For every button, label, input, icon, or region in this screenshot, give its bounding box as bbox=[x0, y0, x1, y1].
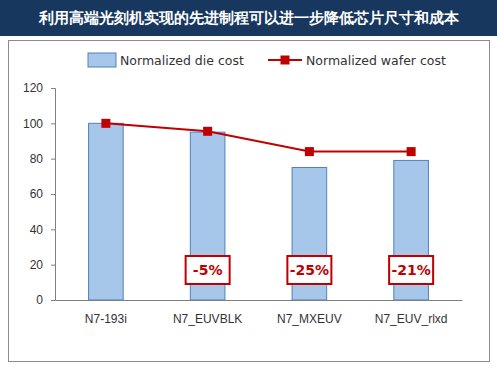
x-tick-label: N7_EUVBLK bbox=[173, 312, 242, 326]
x-tick: N7_EUV_rlxd bbox=[375, 300, 448, 326]
y-tick: 100 bbox=[23, 117, 55, 131]
marker bbox=[305, 147, 314, 156]
y-tick-mark bbox=[51, 229, 55, 230]
annotation-box bbox=[186, 256, 230, 284]
legend-swatch bbox=[88, 53, 116, 67]
y-tick-mark bbox=[51, 88, 55, 89]
title-bar bbox=[0, 0, 497, 36]
y-tick-label: 100 bbox=[23, 117, 43, 131]
x-axis: N7-193i N7_EUVBLK N7_MXEUV N7_EUV_rlxd bbox=[56, 300, 463, 326]
marker bbox=[203, 127, 212, 136]
y-tick: 60 bbox=[30, 187, 55, 201]
y-tick-label: 40 bbox=[30, 223, 44, 237]
x-tick: N7_EUVBLK bbox=[173, 300, 242, 326]
y-axis: 0 20 40 60 80 100 120 bbox=[23, 81, 56, 307]
y-tick-label: 0 bbox=[36, 293, 43, 307]
x-tick: N7_MXEUV bbox=[277, 300, 342, 326]
annotation-box bbox=[287, 256, 331, 284]
y-tick: 40 bbox=[30, 223, 55, 237]
marker bbox=[101, 119, 110, 128]
marker bbox=[407, 147, 416, 156]
y-tick-label: 60 bbox=[30, 187, 44, 201]
legend-label: Normalized wafer cost bbox=[306, 53, 446, 68]
annotation-box bbox=[389, 256, 433, 284]
plot-area bbox=[89, 119, 429, 300]
y-tick-mark bbox=[51, 123, 55, 124]
y-tick-label: 20 bbox=[30, 258, 44, 272]
y-tick-mark bbox=[51, 265, 55, 266]
y-tick-label: 120 bbox=[23, 81, 43, 95]
y-tick: 80 bbox=[30, 152, 55, 166]
y-tick: 20 bbox=[30, 258, 55, 272]
chart-panel bbox=[9, 41, 490, 362]
annotation: -5% bbox=[193, 262, 223, 278]
annotation: -25% bbox=[290, 262, 329, 278]
line bbox=[106, 123, 411, 151]
title: 利用高端光刻机实现的先进制程可以进一步降低芯片尺寸和成本 bbox=[38, 9, 460, 27]
legend: Normalized die cost Normalized wafer cost bbox=[88, 53, 446, 68]
bar bbox=[89, 123, 124, 300]
y-tick-mark bbox=[51, 194, 55, 195]
bar bbox=[190, 132, 225, 300]
x-tick-label: N7_MXEUV bbox=[277, 312, 342, 326]
y-tick-mark bbox=[51, 159, 55, 160]
legend-marker bbox=[281, 56, 290, 65]
annotation: -21% bbox=[391, 262, 430, 278]
annotations: -5% -25% -21% bbox=[186, 256, 434, 284]
x-tick-label: N7_EUV_rlxd bbox=[375, 312, 448, 326]
x-tick-label: N7-193i bbox=[85, 312, 127, 326]
y-tick: 0 bbox=[36, 293, 55, 307]
x-tick: N7-193i bbox=[85, 300, 127, 326]
y-tick-label: 80 bbox=[30, 152, 44, 166]
y-tick: 120 bbox=[23, 81, 55, 95]
y-axis-line bbox=[51, 89, 56, 301]
y-tick-mark bbox=[51, 300, 55, 301]
x-axis-line bbox=[56, 300, 463, 301]
legend-label: Normalized die cost bbox=[120, 53, 244, 68]
